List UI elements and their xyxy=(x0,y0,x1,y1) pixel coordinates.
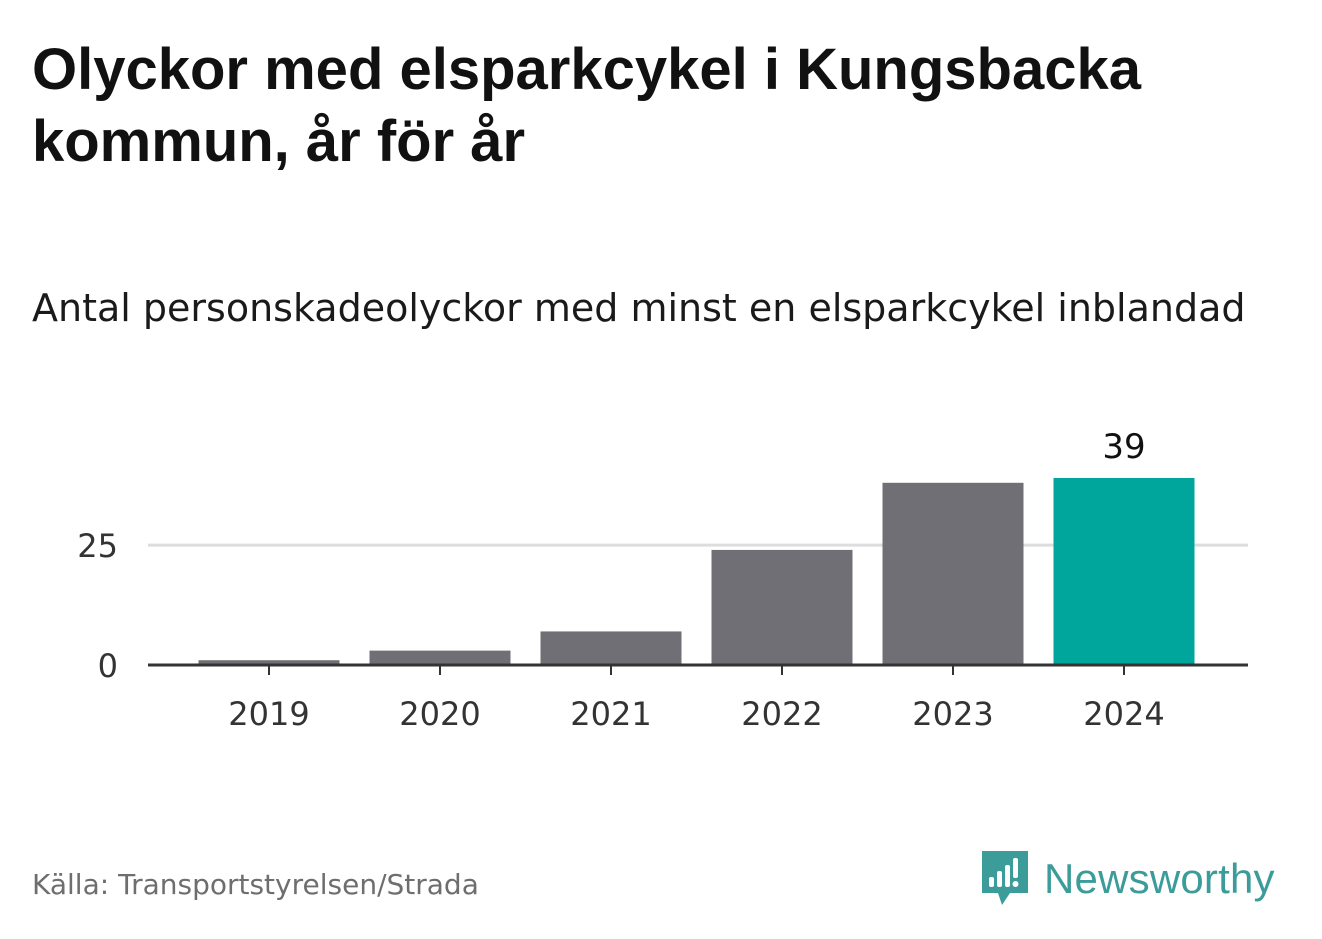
bar-2022 xyxy=(711,549,853,665)
y-tick-label: 25 xyxy=(77,527,118,565)
bar-layer xyxy=(198,478,1195,665)
newsworthy-logo-icon xyxy=(982,851,1028,905)
x-tick-label-2020: 2020 xyxy=(399,695,480,733)
x-tick-label-2019: 2019 xyxy=(228,695,309,733)
x-tick-label-2021: 2021 xyxy=(570,695,651,733)
bar-2023 xyxy=(882,482,1024,665)
chart-title: Olyckor med elsparkcykel i Kungsbacka ko… xyxy=(32,37,1141,174)
source-note: Källa: Transportstyrelsen/Strada xyxy=(32,868,479,901)
bar-2019 xyxy=(198,660,340,665)
bar-2024 xyxy=(1053,478,1195,665)
value-label: 39 xyxy=(1102,427,1145,467)
axis-layer xyxy=(148,663,1248,675)
x-tick-label-2023: 2023 xyxy=(912,695,993,733)
bar-2020 xyxy=(369,650,511,665)
bar-2021 xyxy=(540,631,682,665)
label-layer: 0 25 2019 2020 2021 2022 2023 2024 39 xyxy=(77,427,1164,733)
x-tick-label-2024: 2024 xyxy=(1083,695,1164,733)
brand-name: Newsworthy xyxy=(1044,855,1275,902)
y-tick-label: 0 xyxy=(98,647,118,685)
x-tick-label-2022: 2022 xyxy=(741,695,822,733)
brand-logo: Newsworthy xyxy=(980,848,1275,910)
chart-subtitle: Antal personskadeolyckor med minst en el… xyxy=(32,286,1246,330)
